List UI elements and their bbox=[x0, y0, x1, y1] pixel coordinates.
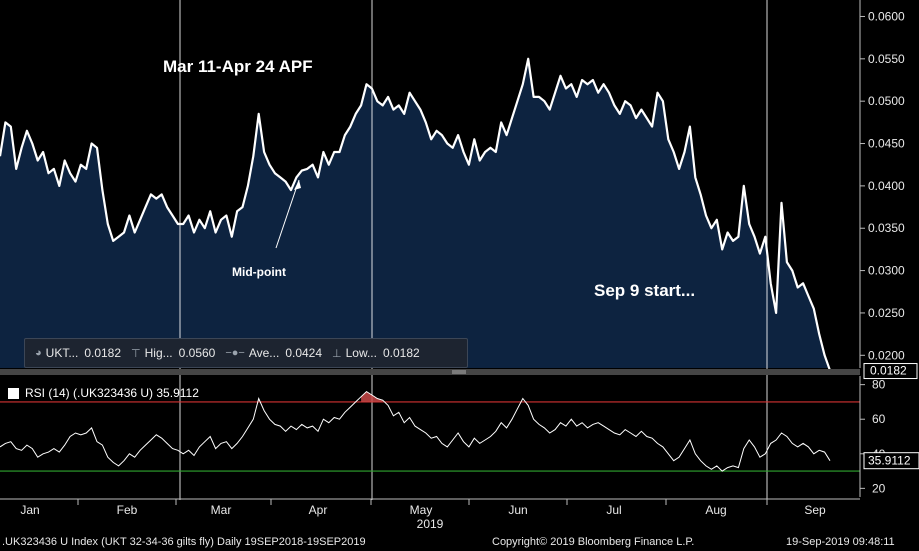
low-icon: ⊥ bbox=[332, 347, 342, 360]
price-line bbox=[0, 57, 832, 371]
legend-last-value: 0.0182 bbox=[84, 346, 122, 360]
legend-low[interactable]: ⊥ Low... 0.0182 bbox=[332, 346, 420, 360]
price-legend[interactable]: ◕ UKT... 0.0182 ⊤ Hig... 0.0560 −●− Ave.… bbox=[24, 338, 468, 368]
x-tick-label: Apr bbox=[309, 503, 328, 517]
footer-copyright: Copyright© 2019 Bloomberg Finance L.P. bbox=[492, 536, 695, 548]
rsi-line bbox=[0, 390, 831, 472]
x-tick-label: Jul bbox=[606, 503, 621, 517]
rsi-y-tick-label: 80 bbox=[872, 378, 886, 392]
footer-security: .UK323436 U Index (UKT 32-34-36 gilts fl… bbox=[2, 536, 366, 548]
price-y-tick-label: 0.0250 bbox=[868, 306, 905, 320]
rsi-swatch-icon bbox=[8, 387, 19, 399]
average-icon: −●− bbox=[225, 347, 245, 359]
x-axis: Jan Feb Mar Apr May Jun Jul Aug Sep 2019 bbox=[0, 498, 860, 531]
rsi-y-tick-label: 60 bbox=[872, 412, 886, 426]
x-tick-label: Mar bbox=[211, 503, 232, 517]
price-area-fill bbox=[0, 58, 830, 371]
annotation-sep9: Sep 9 start... bbox=[594, 281, 695, 300]
annotation-midpoint: Mid-point bbox=[232, 265, 286, 279]
price-y-tick-label: 0.0200 bbox=[868, 348, 905, 362]
legend-last-label: UKT... bbox=[45, 346, 79, 360]
rsi-last-value-tag bbox=[863, 452, 919, 470]
price-y-tick-label: 0.0500 bbox=[868, 94, 905, 108]
x-year-label: 2019 bbox=[417, 517, 444, 531]
price-y-tick-label: 0.0400 bbox=[868, 179, 905, 193]
annotation-apf: Mar 11-Apr 24 APF bbox=[163, 57, 313, 76]
x-tick-label: Aug bbox=[705, 503, 726, 517]
legend-high-value: 0.0560 bbox=[178, 346, 216, 360]
price-y-tick-label: 0.0350 bbox=[868, 221, 905, 235]
rsi-legend-label: RSI (14) (.UK323436 U) 35.9112 bbox=[25, 386, 199, 400]
footer: .UK323436 U Index (UKT 32-34-36 gilts fl… bbox=[0, 535, 919, 551]
price-y-tick-label: 0.0300 bbox=[868, 264, 905, 278]
panel-divider-handle[interactable] bbox=[452, 370, 466, 374]
rsi-legend[interactable]: RSI (14) (.UK323436 U) 35.9112 bbox=[8, 386, 199, 400]
price-last-value-label: 0.0182 bbox=[870, 364, 907, 378]
legend-average-value: 0.0424 bbox=[285, 346, 323, 360]
high-icon: ⊤ bbox=[131, 347, 141, 360]
rsi-y-tick-label: 20 bbox=[872, 481, 886, 495]
price-y-tick-label: 0.0450 bbox=[868, 137, 905, 151]
price-last-value-tag bbox=[863, 363, 918, 380]
legend-high[interactable]: ⊤ Hig... 0.0560 bbox=[131, 346, 215, 360]
x-tick-label: Feb bbox=[117, 503, 138, 517]
legend-last[interactable]: ◕ UKT... 0.0182 bbox=[35, 346, 121, 360]
panel-divider[interactable] bbox=[0, 369, 860, 375]
legend-high-label: Hig... bbox=[144, 346, 173, 360]
x-tick-label: May bbox=[410, 503, 433, 517]
midpoint-arrow-head bbox=[294, 180, 301, 190]
price-y-tick-label: 0.0550 bbox=[868, 52, 905, 66]
price-panel: 0.0600 0.0550 0.0500 0.0450 0.0400 0.0350 0.03… bbox=[0, 0, 918, 500]
legend-average-label: Ave... bbox=[248, 346, 280, 360]
rsi-overbought-fill bbox=[361, 391, 383, 402]
footer-timestamp: 19-Sep-2019 09:48:11 bbox=[786, 536, 895, 548]
legend-low-value: 0.0182 bbox=[382, 346, 420, 360]
price-y-tick-label: 0.0600 bbox=[868, 9, 905, 23]
legend-average[interactable]: −●− Ave... 0.0424 bbox=[225, 346, 322, 360]
x-tick-label: Jun bbox=[508, 503, 527, 517]
x-tick-label: Jan bbox=[20, 503, 39, 517]
rsi-last-value-label: 35.9112 bbox=[868, 454, 911, 468]
legend-low-label: Low... bbox=[345, 346, 377, 360]
midpoint-arrow-line bbox=[275, 179, 300, 249]
rsi-panel: 8060402035.9112 bbox=[0, 376, 919, 497]
x-tick-label: Sep bbox=[804, 503, 826, 517]
last-price-icon: ◕ bbox=[35, 347, 42, 359]
